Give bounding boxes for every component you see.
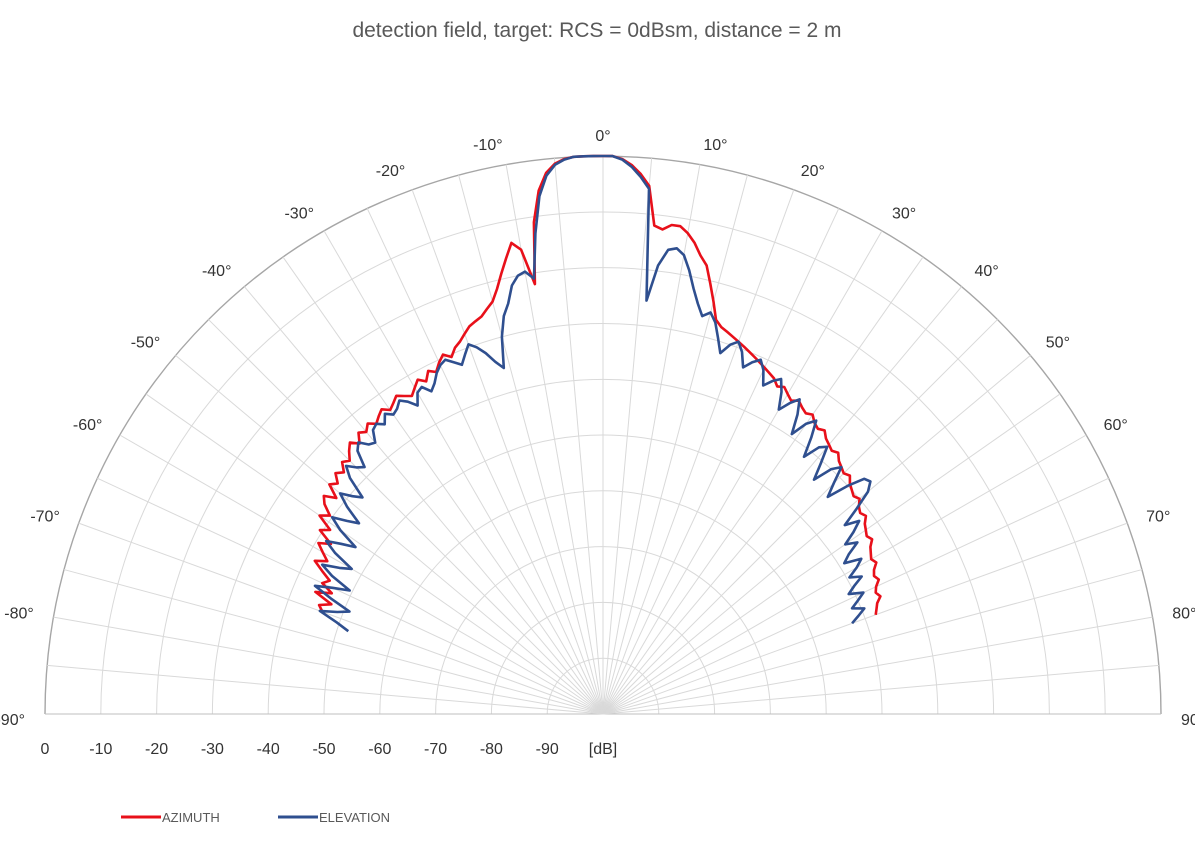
grid-spoke xyxy=(602,522,1128,715)
grid-spoke xyxy=(602,393,1061,715)
grid-spoke xyxy=(602,354,1031,715)
angle-tick-label: 80° xyxy=(1172,606,1195,623)
grid-spoke xyxy=(602,569,1143,715)
grid-spoke xyxy=(602,286,963,715)
grid-spoke xyxy=(411,189,604,715)
radial-tick-label: 0 xyxy=(41,741,50,758)
radial-tick-labels: 0 -10 -20 -30 -40 -50 -60 -70 -80 -90 [dB] xyxy=(41,741,618,758)
angle-tick-label: -10° xyxy=(473,137,503,154)
chart-title: detection field, target: RCS = 0dBsm, di… xyxy=(352,19,841,42)
grid-spoke xyxy=(602,616,1153,715)
series-line-azimuth xyxy=(313,154,882,615)
radial-tick-label: -40 xyxy=(257,741,280,758)
grid-spoke xyxy=(602,208,840,715)
angle-tick-label: -50° xyxy=(131,334,161,351)
radial-tick-label: -60 xyxy=(368,741,391,758)
grid-spoke xyxy=(208,319,604,715)
grid-spoke xyxy=(119,434,604,715)
grid-spoke xyxy=(53,616,604,715)
radial-tick-label: -70 xyxy=(424,741,447,758)
grid-spoke xyxy=(323,230,604,715)
angle-tick-label: 60° xyxy=(1104,417,1128,434)
angle-tick-label: 10° xyxy=(703,137,727,154)
grid-spoke xyxy=(602,158,653,715)
grid-spoke xyxy=(602,174,748,715)
radial-tick-label: -20 xyxy=(145,741,168,758)
series-line-elevation xyxy=(313,154,872,633)
angle-tick-label: -40° xyxy=(202,263,232,280)
legend-label-elevation: ELEVATION xyxy=(319,810,390,825)
legend-label-azimuth: AZIMUTH xyxy=(162,810,220,825)
grid-spoke xyxy=(553,158,604,715)
radial-tick-label: -10 xyxy=(89,741,112,758)
grid-spoke xyxy=(145,393,604,715)
series-layer xyxy=(313,154,882,633)
radial-tick-label: [dB] xyxy=(589,741,617,758)
radial-tick-label: -80 xyxy=(480,741,503,758)
grid-spoke xyxy=(602,230,883,715)
radial-tick-label: -30 xyxy=(201,741,224,758)
angle-tick-label: 0° xyxy=(595,128,610,145)
grid-spoke xyxy=(63,569,604,715)
angle-tick-label: 30° xyxy=(892,205,916,222)
grid-spoke xyxy=(602,664,1159,715)
angle-tick-label: 70° xyxy=(1146,508,1170,525)
radial-tick-label: -50 xyxy=(312,741,335,758)
grid-spoke xyxy=(366,208,604,715)
angle-tick-label: 20° xyxy=(801,163,825,180)
grid-spoke xyxy=(175,354,604,715)
grid-spoke xyxy=(47,664,604,715)
angle-tick-labels: -90° -80° -70° -60° -50° -40° -30° -20° -10° 0° 10… xyxy=(0,128,1195,729)
grid-spoke xyxy=(602,477,1109,715)
grid-spoke xyxy=(97,477,604,715)
grid-spoke xyxy=(602,434,1087,715)
grid-spoke xyxy=(602,319,998,715)
angle-tick-label: -60° xyxy=(73,417,103,434)
legend: AZIMUTH ELEVATION xyxy=(121,810,390,825)
radial-tick-label: -90 xyxy=(536,741,559,758)
grid-spoke xyxy=(602,256,924,715)
angle-tick-label: -30° xyxy=(284,205,314,222)
grid-spoke xyxy=(602,189,795,715)
angle-tick-label: 50° xyxy=(1046,334,1070,351)
angle-tick-label: 90° xyxy=(1181,712,1195,729)
angle-tick-label: -90° xyxy=(0,712,25,729)
grid-spoke xyxy=(78,522,604,715)
angle-tick-label: -80° xyxy=(4,606,34,623)
angle-tick-label: -20° xyxy=(376,163,406,180)
angle-tick-label: -70° xyxy=(30,508,60,525)
grid-spoke xyxy=(243,286,604,715)
angle-tick-label: 40° xyxy=(975,263,999,280)
grid-spoke xyxy=(282,256,604,715)
angular-grid-spokes xyxy=(47,156,1159,715)
grid-spoke xyxy=(458,174,604,715)
